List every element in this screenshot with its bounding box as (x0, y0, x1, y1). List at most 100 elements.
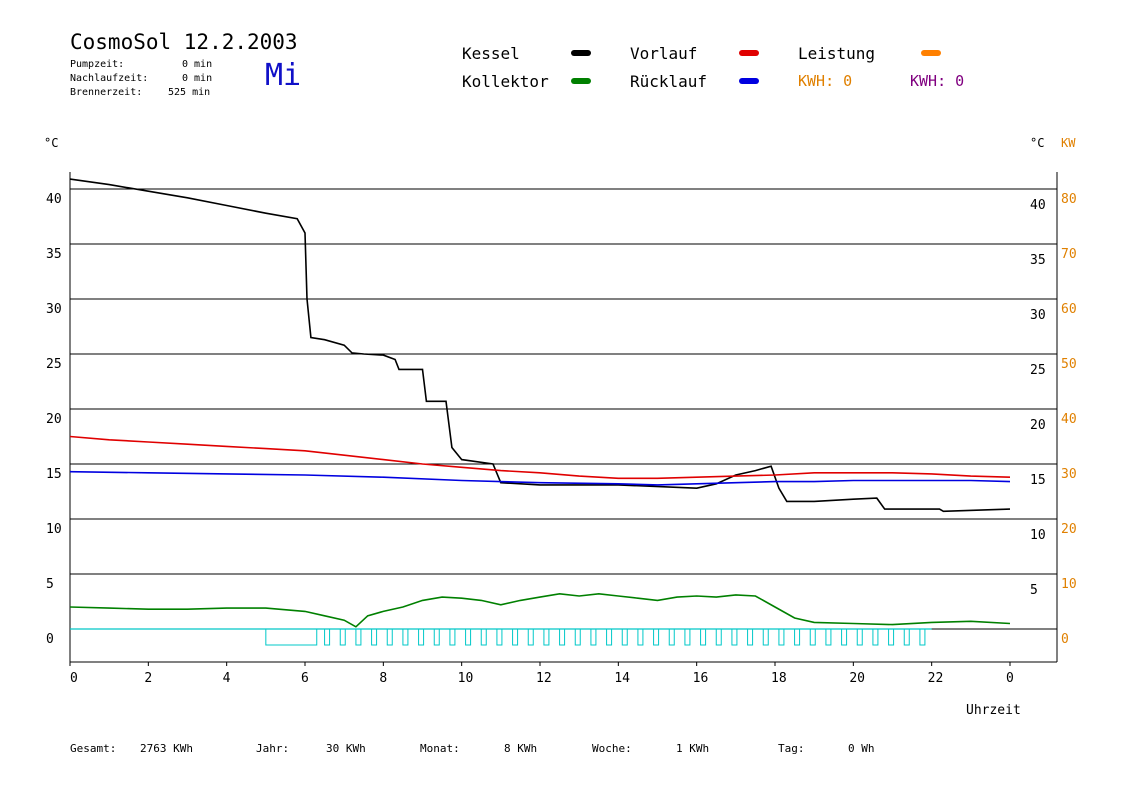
burner-pulse-28 (762, 628, 769, 646)
kwh-orange-label: KWH: 0 (798, 72, 853, 90)
footer-jahr-value: 30 KWh (326, 742, 366, 755)
burner-pulse-0 (324, 628, 331, 646)
burner-pulse-26 (731, 628, 738, 646)
burner-pulse-31 (809, 628, 816, 646)
footer-jahr-label: Jahr: (256, 742, 290, 755)
burner-pulse-15 (559, 628, 566, 646)
burner-pulse-7 (433, 628, 440, 646)
y-tick-left-10: 10 (46, 522, 62, 537)
weekday-label: Mi (265, 58, 302, 93)
y-tick-right-kw-40: 40 (1061, 412, 1077, 427)
burner-pulse-32 (825, 628, 832, 646)
burner-pulse-35 (872, 628, 879, 646)
footer-tag-value: 0 Wh (848, 742, 875, 755)
right-axis-unit-kw: KW (1061, 136, 1076, 150)
burner-pulse-1 (339, 628, 346, 646)
footer-gesamt-value: 2763 KWh (140, 742, 193, 755)
y-tick-right-kw-60: 60 (1061, 302, 1077, 317)
x-tick-label-11: 22 (928, 671, 944, 686)
y-tick-right-kw-20: 20 (1061, 522, 1077, 537)
chart-title: CosmoSol 12.2.2003 (70, 30, 298, 54)
burner-block-0 (265, 628, 318, 646)
series-line-rücklauf (69, 470, 1011, 486)
burner-pulse-18 (606, 628, 613, 646)
burner-pulse-20 (637, 628, 644, 646)
stat-pumpzeit-label: Pumpzeit: (70, 59, 125, 70)
x-tick-label-7: 14 (614, 671, 630, 686)
stat-nachlaufzeit-value: 0 min (182, 73, 213, 84)
footer-monat-label: Monat: (420, 742, 460, 755)
y-tick-left-25: 25 (46, 357, 62, 372)
burner-pulse-17 (590, 628, 597, 646)
legend-kollektor-swatch (571, 78, 591, 84)
burner-pulse-37 (903, 628, 910, 646)
burner-pulse-27 (747, 628, 754, 646)
x-tick-label-8: 16 (693, 671, 709, 686)
burner-pulse-8 (449, 628, 456, 646)
y-tick-right-c-25: 25 (1030, 363, 1046, 378)
legend-vorlauf-label: Vorlauf (630, 44, 698, 63)
series-line-kessel (69, 178, 1011, 513)
burner-pulse-6 (418, 628, 425, 646)
y-tick-right-c-20: 20 (1030, 418, 1046, 433)
y-tick-right-kw-80: 80 (1061, 192, 1077, 207)
stat-pumpzeit-value: 0 min (182, 59, 213, 70)
burner-pulse-23 (684, 628, 691, 646)
burner-pulse-34 (856, 628, 863, 646)
burner-pulse-30 (794, 628, 801, 646)
legend-kessel-label: Kessel (462, 44, 520, 63)
x-tick-label-3: 6 (301, 671, 309, 686)
y-tick-right-c-10: 10 (1030, 528, 1046, 543)
x-tick-label-4: 8 (379, 671, 387, 686)
footer-woche-value: 1 KWh (676, 742, 710, 755)
x-tick-label-10: 20 (849, 671, 865, 686)
burner-pulse-24 (700, 628, 707, 646)
legend-leistung-label: Leistung (798, 44, 876, 63)
burner-pulse-9 (465, 628, 472, 646)
y-tick-right-kw-30: 30 (1061, 467, 1077, 482)
burner-pulse-10 (480, 628, 487, 646)
y-tick-left-40: 40 (46, 192, 62, 207)
y-tick-right-kw-70: 70 (1061, 247, 1077, 262)
x-tick-label-12: 0 (1006, 671, 1014, 686)
legend-ruecklauf-label: Rücklauf (630, 72, 708, 91)
burner-pulse-4 (386, 628, 393, 646)
footer-woche-label: Woche: (592, 742, 632, 755)
burner-pulse-25 (715, 628, 722, 646)
burner-pulse-3 (371, 628, 378, 646)
y-tick-right-kw-50: 50 (1061, 357, 1077, 372)
x-tick-label-1: 2 (144, 671, 152, 686)
stat-brennerzeit-value: 525 min (168, 87, 211, 98)
y-tick-right-c-15: 15 (1030, 473, 1046, 488)
series-line-kollektor (69, 592, 1011, 628)
y-tick-right-c-35: 35 (1030, 253, 1046, 268)
legend-ruecklauf-swatch (739, 78, 759, 84)
footer-tag-label: Tag: (778, 742, 805, 755)
kwh-purple-label: KWH: 0 (910, 72, 965, 90)
y-tick-right-kw-0: 0 (1061, 632, 1069, 647)
legend-kollektor-label: Kollektor (462, 72, 549, 91)
burner-pulse-16 (574, 628, 581, 646)
footer-gesamt-label: Gesamt: (70, 742, 117, 755)
y-tick-right-c-5: 5 (1030, 583, 1038, 598)
right-axis-unit-c: °C (1030, 136, 1045, 150)
y-tick-left-20: 20 (46, 412, 62, 427)
x-tick-label-9: 18 (771, 671, 787, 686)
x-axis-label: Uhrzeit (966, 703, 1021, 718)
y-tick-right-kw-10: 10 (1061, 577, 1077, 592)
burner-pulse-12 (512, 628, 519, 646)
legend-vorlauf-swatch (739, 50, 759, 56)
y-tick-right-c-40: 40 (1030, 198, 1046, 213)
x-tick-label-6: 12 (536, 671, 552, 686)
y-tick-left-30: 30 (46, 302, 62, 317)
left-axis-unit: °C (44, 136, 59, 150)
burner-pulse-19 (621, 628, 628, 646)
x-tick-label-5: 10 (458, 671, 474, 686)
burner-pulse-38 (919, 628, 926, 646)
y-tick-left-5: 5 (46, 577, 54, 592)
burner-pulse-2 (355, 628, 362, 646)
burner-pulse-22 (668, 628, 675, 646)
legend-leistung-swatch (921, 50, 941, 56)
burner-pulse-21 (653, 628, 660, 646)
burner-pulse-14 (543, 628, 550, 646)
